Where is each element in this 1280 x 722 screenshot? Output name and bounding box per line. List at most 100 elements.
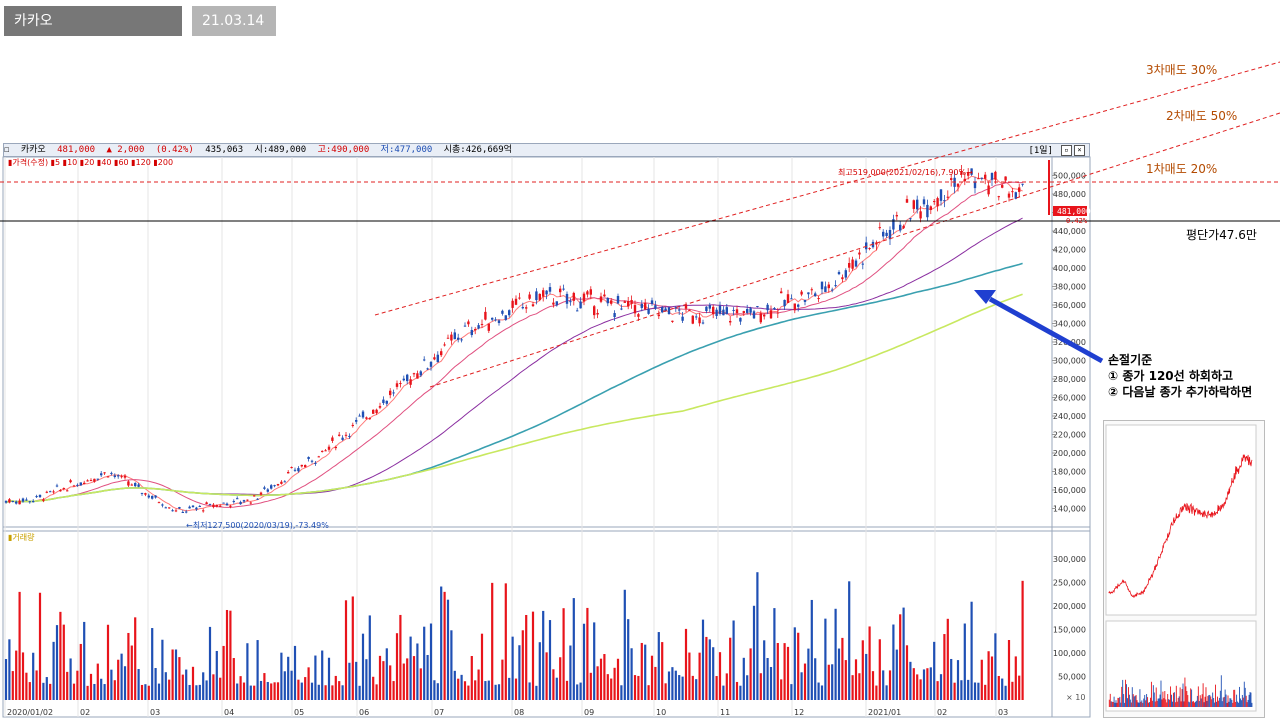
header-checkbox[interactable]: ☐ — [4, 145, 10, 155]
y-tick-label: 240,000 — [1053, 412, 1086, 421]
volume-bar — [491, 582, 494, 700]
candle-body — [854, 260, 858, 267]
thumb-volume-bar — [1129, 699, 1131, 707]
volume-bar — [994, 633, 997, 700]
thumb-volume-bar — [1193, 701, 1194, 707]
volume-bar — [647, 685, 650, 700]
thumb-volume-bar — [1207, 696, 1209, 707]
vol-tick-label: 150,000 — [1053, 625, 1086, 634]
volume-bar — [188, 684, 191, 700]
candle-body — [769, 310, 773, 319]
volume-bar — [735, 681, 739, 700]
volume-bar — [824, 618, 827, 700]
arrow-head — [974, 290, 996, 304]
x-tick-label: 2020/01/02 — [7, 708, 53, 717]
candle-body — [763, 314, 766, 317]
candle-body — [933, 201, 936, 203]
stoploss-rule-1: ① 종가 120선 하회하고 — [1108, 369, 1234, 383]
thumb-volume-bar — [1239, 698, 1241, 707]
thumb-volume-bar — [1140, 701, 1142, 707]
volume-bar — [151, 628, 154, 700]
candle-body — [967, 172, 970, 176]
candle-body — [463, 325, 467, 327]
candle-body — [786, 294, 790, 303]
candle-body — [514, 298, 518, 305]
period-button[interactable]: [1일] — [1028, 146, 1053, 156]
candle-body — [851, 259, 854, 269]
candle-body — [994, 171, 997, 180]
ma-line-200 — [5, 293, 1023, 504]
candle-body — [929, 206, 932, 210]
candle-body — [990, 172, 994, 180]
volume-bar — [831, 664, 834, 700]
candle-body — [939, 189, 943, 201]
y-tick-label: 220,000 — [1053, 431, 1086, 440]
thumb-volume-bar — [1130, 702, 1132, 707]
candle-body — [219, 505, 222, 507]
candle-body — [956, 183, 960, 187]
volume-bar — [875, 685, 878, 700]
candle-body — [86, 480, 89, 482]
volume-bar — [909, 661, 912, 700]
volume-bar — [185, 669, 188, 700]
volume-bar — [848, 581, 851, 700]
volume-bar — [100, 678, 103, 700]
volume-bar — [953, 682, 956, 700]
stock-tab[interactable]: 카카오 — [4, 6, 182, 36]
y-tick-label: 260,000 — [1053, 394, 1086, 403]
candle-body — [62, 488, 65, 490]
minimize-button[interactable]: ▫ — [1061, 145, 1072, 156]
volume-bar — [463, 681, 467, 700]
candle-body — [521, 307, 524, 309]
volume-bar — [327, 657, 331, 700]
x-tick-label: 02 — [937, 708, 947, 717]
volume-bar — [123, 666, 127, 700]
thumb-volume-bar — [1144, 694, 1146, 707]
volume-bar — [110, 669, 113, 700]
candle-body — [348, 435, 351, 437]
thumb-volume-bar — [1181, 689, 1183, 707]
volume-bar — [803, 663, 807, 700]
thumb-volume-bar — [1172, 701, 1173, 707]
candle-body — [395, 383, 399, 387]
candle-body — [562, 288, 565, 290]
volume-bar — [477, 669, 480, 700]
volume-bar — [423, 626, 426, 700]
volume-bar — [134, 617, 137, 700]
candle-body — [650, 300, 654, 304]
volume-bar — [96, 663, 99, 700]
thumb-volume-bar — [1115, 700, 1117, 707]
ma-line-5 — [5, 175, 1023, 512]
candle-body — [443, 344, 446, 346]
candle-body — [423, 359, 426, 361]
volume-bar — [559, 657, 562, 700]
thumb-volume-bar — [1246, 702, 1248, 707]
candle-body — [623, 301, 626, 303]
volume-bar — [681, 676, 684, 700]
volume-bar — [800, 672, 803, 700]
volume-bar — [419, 668, 422, 700]
volume-bar — [763, 640, 766, 700]
candle-body — [620, 308, 623, 310]
volume-bar — [140, 684, 144, 700]
x-tick-label: 07 — [434, 708, 444, 717]
volume-bar — [273, 682, 276, 700]
volume-bar — [837, 648, 841, 700]
candle-body — [205, 502, 208, 505]
volume-bar — [348, 662, 351, 700]
close-button[interactable]: × — [1074, 145, 1085, 156]
candle-body — [361, 411, 365, 418]
thumb-volume-bar — [1222, 697, 1224, 707]
volume-bar — [501, 659, 504, 700]
thumb-volume-bar — [1219, 690, 1221, 707]
volume-bar — [113, 680, 116, 700]
volume-bar — [1014, 656, 1017, 700]
thumb-volume-bar — [1175, 685, 1177, 707]
candle-body — [555, 301, 558, 306]
candle-body — [545, 290, 548, 295]
thumb-volume-bar — [1247, 699, 1249, 707]
thumb-volume-bar — [1176, 701, 1178, 707]
candle-body — [18, 500, 21, 505]
date-tab[interactable]: 21.03.14일 — [192, 6, 276, 59]
volume-bar — [287, 656, 290, 700]
